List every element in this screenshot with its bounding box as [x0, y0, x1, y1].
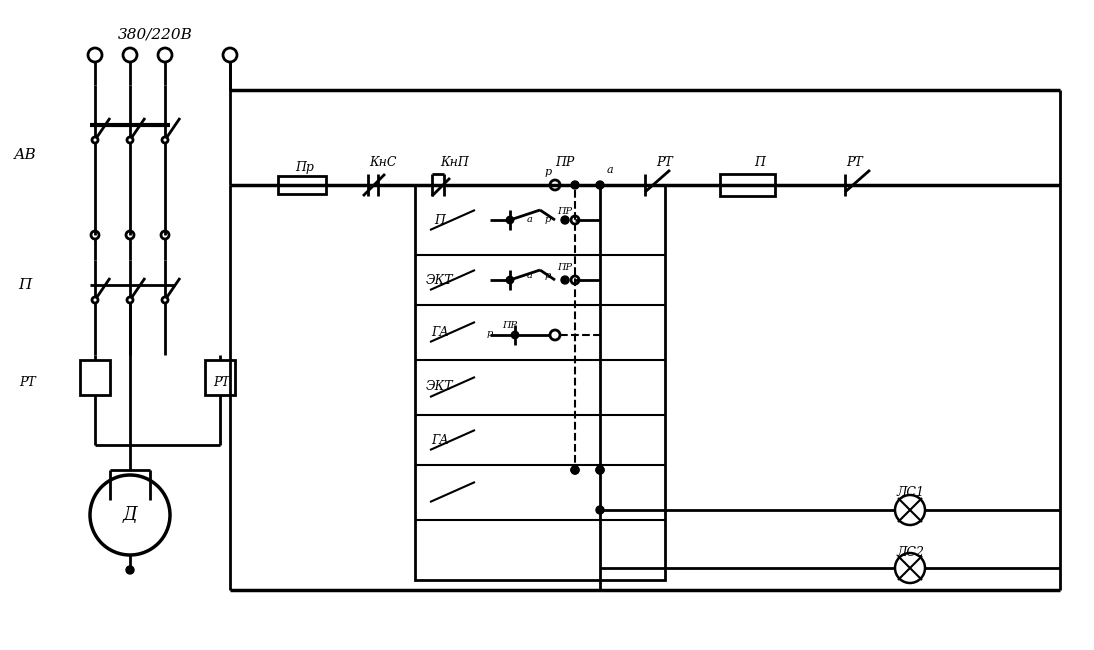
Circle shape: [92, 297, 98, 303]
Text: а: а: [527, 216, 533, 224]
Circle shape: [596, 181, 604, 189]
Text: РТ: РТ: [213, 376, 231, 389]
Bar: [80, 360, 110, 395]
Circle shape: [561, 276, 569, 284]
Text: ЛС1: ЛС1: [896, 486, 924, 499]
Circle shape: [162, 137, 168, 143]
Circle shape: [571, 466, 579, 474]
Text: РТ: РТ: [847, 157, 863, 170]
Circle shape: [596, 466, 604, 474]
Text: ГА: ГА: [431, 434, 449, 447]
Text: а: а: [527, 270, 533, 280]
Text: Д: Д: [123, 506, 138, 524]
Bar: [205, 360, 235, 395]
Text: а: а: [607, 165, 614, 175]
Text: ЭКТ: ЭКТ: [427, 380, 454, 393]
Text: ПР: ПР: [556, 157, 574, 170]
Text: П: П: [19, 278, 32, 292]
Circle shape: [162, 297, 168, 303]
Text: РТ: РТ: [20, 376, 36, 389]
Circle shape: [571, 181, 579, 189]
Text: р: р: [545, 216, 551, 224]
Circle shape: [596, 506, 604, 514]
Text: р: р: [545, 167, 551, 177]
Text: П: П: [434, 213, 445, 226]
Bar: [415, 185, 665, 580]
Circle shape: [92, 137, 98, 143]
Bar: [278, 176, 326, 194]
Text: П: П: [755, 157, 766, 170]
Text: ЭКТ: ЭКТ: [427, 274, 454, 287]
Circle shape: [127, 137, 133, 143]
Text: ПР: ПР: [558, 207, 572, 216]
Text: ПР: ПР: [558, 263, 572, 272]
Circle shape: [596, 466, 604, 474]
Text: КнС: КнС: [370, 157, 397, 170]
Text: КнП: КнП: [441, 157, 469, 170]
Circle shape: [561, 216, 569, 224]
Circle shape: [126, 566, 133, 574]
Text: АВ: АВ: [13, 148, 36, 162]
Text: р: р: [487, 328, 493, 337]
Circle shape: [127, 297, 133, 303]
Bar: [720, 174, 775, 196]
Text: ПР: ПР: [502, 320, 517, 330]
Text: 380/220В: 380/220В: [117, 28, 193, 42]
Text: р: р: [545, 270, 551, 280]
Text: Пр: Пр: [295, 161, 314, 174]
Text: РТ: РТ: [656, 157, 674, 170]
Circle shape: [571, 466, 579, 474]
Text: ГА: ГА: [431, 326, 449, 339]
Text: ЛС2: ЛС2: [896, 545, 924, 558]
